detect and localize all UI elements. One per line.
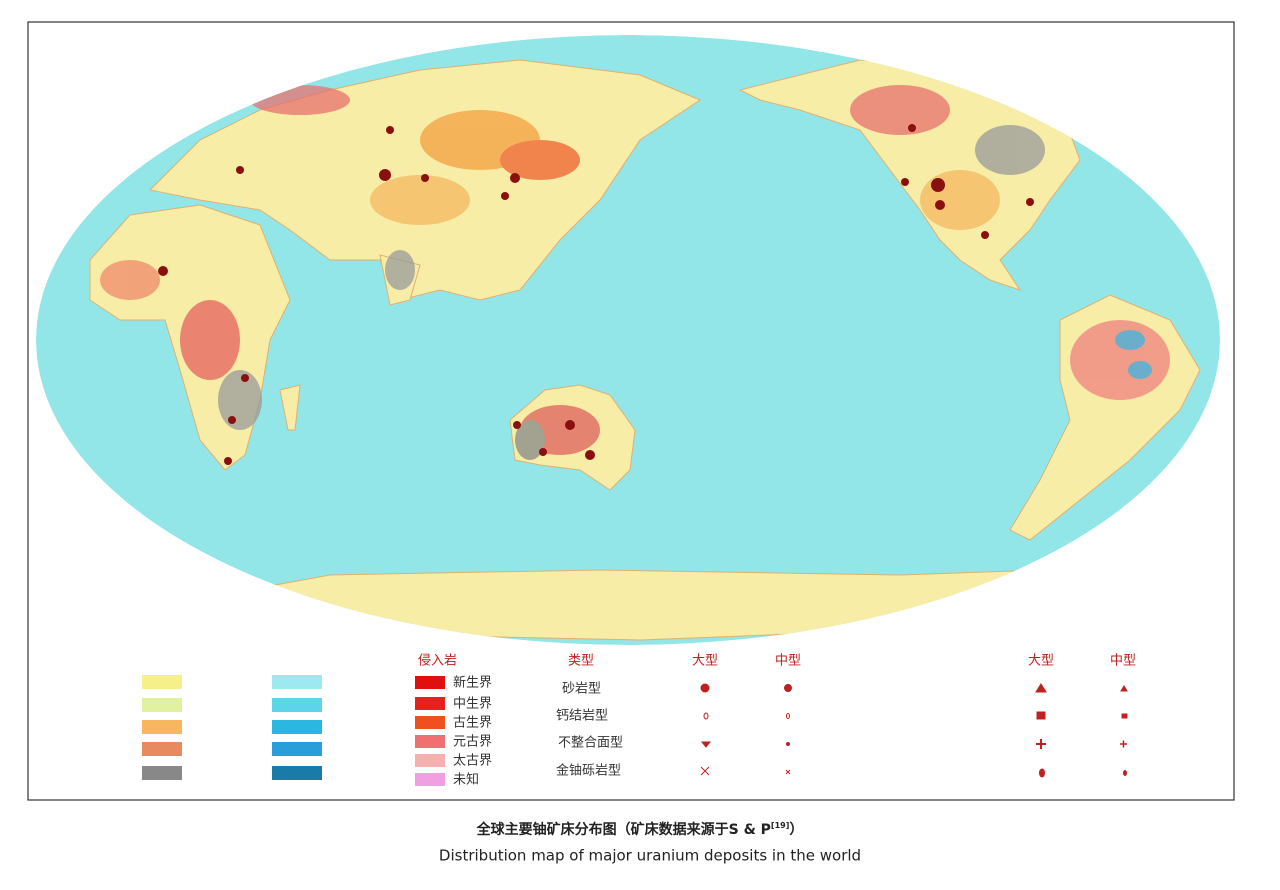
large-header: 大型: [1028, 654, 1054, 669]
legend-item: 古生界: [453, 716, 492, 731]
medium-header: 中型: [1110, 654, 1136, 669]
medium-header: 中型: [775, 654, 801, 669]
type-item: 砂岩型: [562, 682, 601, 697]
legend-item: 太古界: [453, 754, 492, 769]
world-map: [36, 35, 1220, 645]
legend-symbols: [700, 683, 1128, 778]
deposits: [158, 124, 1034, 465]
large-header: 大型: [692, 654, 718, 669]
legend: 侵入岩 新生界 中生界 古生界 元古界 太古界 未知 类型 大型 中型 砂岩型 …: [142, 653, 1136, 788]
caption-cn-sup: [19]: [771, 821, 789, 830]
caption-cn-main: 全球主要铀矿床分布图（矿床数据来源于S & P: [476, 821, 771, 838]
geology-patches: [100, 85, 1170, 460]
caption-cn: 全球主要铀矿床分布图（矿床数据来源于S & P[19]）: [476, 821, 804, 839]
legend-swatches: [142, 675, 445, 786]
caption-en: Distribution map of major uranium deposi…: [439, 847, 861, 865]
type-item: 金铀砾岩型: [556, 763, 621, 779]
type-item: 不整合面型: [558, 736, 623, 751]
legend-title: 侵入岩: [418, 653, 457, 669]
type-header: 类型: [568, 654, 594, 669]
legend-item: 新生界: [453, 675, 492, 691]
legend-item: 未知: [453, 772, 479, 788]
caption-cn-end: ）: [789, 822, 803, 838]
legend-item: 元古界: [453, 735, 492, 750]
type-item: 钙结岩型: [556, 709, 608, 724]
legend-item: 中生界: [453, 697, 492, 712]
